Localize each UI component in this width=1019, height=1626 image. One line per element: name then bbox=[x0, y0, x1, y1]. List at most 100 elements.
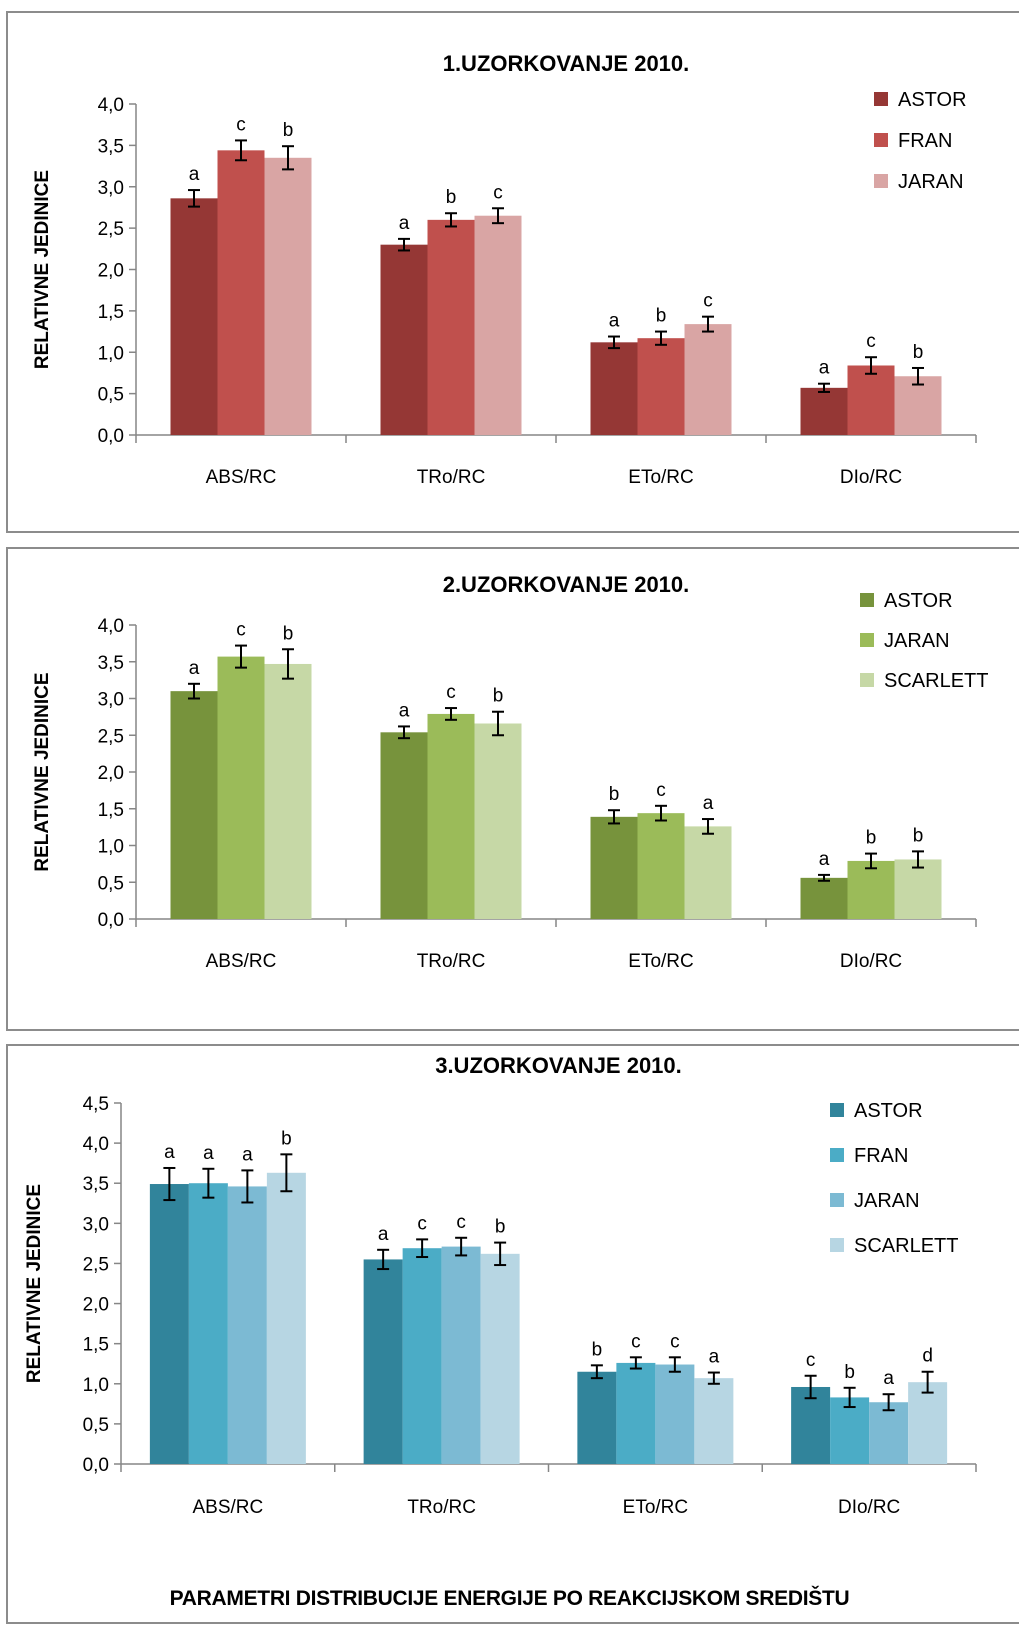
bar bbox=[363, 1259, 403, 1464]
significance-letter: b bbox=[844, 1362, 855, 1383]
bar bbox=[908, 1382, 948, 1464]
significance-letter: b bbox=[283, 120, 294, 141]
significance-letter: c bbox=[806, 1350, 816, 1371]
y-tick-label: 1,5 bbox=[98, 302, 124, 323]
bar bbox=[188, 1183, 228, 1464]
legend-label: JARAN bbox=[898, 171, 964, 193]
bar bbox=[474, 723, 522, 919]
chart-3-svg: 3.UZORKOVANJE 2010. RELATIVNE JEDINICE 0,0… bbox=[24, 1053, 977, 1518]
x-tick-label: DIo/RC bbox=[838, 1497, 900, 1518]
x-axis-title: PARAMETRI DISTRIBUCIJE ENERGIJE PO REAKC… bbox=[169, 1587, 850, 1610]
bar bbox=[684, 324, 732, 435]
chart-panel-3: 3.UZORKOVANJE 2010. RELATIVNE JEDINICE 0,0… bbox=[6, 1044, 1019, 1624]
significance-letter: c bbox=[417, 1213, 427, 1234]
significance-letter: c bbox=[866, 331, 876, 352]
y-tick-label: 3,5 bbox=[98, 136, 124, 157]
significance-letter: a bbox=[189, 164, 200, 185]
bar bbox=[227, 1186, 267, 1464]
bar bbox=[800, 877, 848, 919]
significance-letter: b bbox=[866, 828, 877, 849]
significance-letter: b bbox=[446, 187, 457, 208]
y-tick-label: 3,0 bbox=[98, 690, 124, 711]
significance-letter: a bbox=[703, 793, 714, 814]
x-tick-label: DIo/RC bbox=[840, 467, 902, 488]
significance-letter: c bbox=[703, 291, 713, 312]
bar bbox=[830, 1397, 870, 1464]
y-axis-title: RELATIVNE JEDINICE bbox=[24, 1184, 45, 1383]
bar bbox=[637, 813, 685, 919]
bar bbox=[894, 859, 942, 919]
bar bbox=[170, 691, 218, 919]
legend-label: ASTOR bbox=[854, 1100, 923, 1122]
y-axis-title: RELATIVNE JEDINICE bbox=[32, 672, 53, 871]
significance-letter: c bbox=[236, 620, 246, 641]
significance-letter: a bbox=[189, 658, 200, 679]
chart-panel-2: 2.UZORKOVANJE 2010. RELATIVNE JEDINICE 0,0… bbox=[6, 547, 1019, 1031]
legend-swatch bbox=[860, 593, 874, 607]
significance-letter: b bbox=[493, 686, 504, 707]
y-tick-label: 0,0 bbox=[83, 1455, 109, 1476]
bar bbox=[427, 713, 475, 919]
significance-letter: a bbox=[819, 358, 830, 379]
significance-letter: c bbox=[631, 1331, 641, 1352]
significance-letter: c bbox=[446, 682, 456, 703]
legend-label: JARAN bbox=[854, 1190, 920, 1212]
y-tick-label: 4,5 bbox=[83, 1094, 109, 1115]
significance-letter: a bbox=[399, 213, 410, 234]
bar bbox=[474, 215, 522, 435]
significance-letter: a bbox=[609, 311, 620, 332]
bar bbox=[655, 1364, 695, 1464]
y-tick-label: 1,0 bbox=[98, 343, 124, 364]
chart-title: 2.UZORKOVANJE 2010. bbox=[443, 572, 690, 597]
legend-swatch bbox=[830, 1103, 844, 1117]
significance-letter: c bbox=[656, 780, 666, 801]
chart-title: 3.UZORKOVANJE 2010. bbox=[435, 1053, 682, 1078]
significance-letter: b bbox=[495, 1217, 506, 1238]
bar bbox=[800, 387, 848, 435]
bar bbox=[694, 1378, 734, 1464]
x-tick-label: ABS/RC bbox=[206, 951, 277, 972]
significance-letter: b bbox=[609, 784, 620, 805]
significance-letter: b bbox=[281, 1128, 292, 1149]
bar bbox=[264, 157, 312, 435]
x-tick-label: ETo/RC bbox=[628, 951, 693, 972]
x-tick-label: TRo/RC bbox=[417, 467, 486, 488]
x-tick-label: TRo/RC bbox=[407, 1497, 476, 1518]
y-tick-label: 0,0 bbox=[98, 426, 124, 447]
significance-letter: b bbox=[656, 306, 667, 327]
bar bbox=[427, 219, 475, 435]
bar bbox=[637, 338, 685, 435]
legend-swatch bbox=[860, 673, 874, 687]
x-tick-label: ABS/RC bbox=[206, 467, 277, 488]
y-tick-label: 1,0 bbox=[83, 1375, 109, 1396]
y-tick-label: 3,0 bbox=[98, 178, 124, 199]
y-tick-label: 4,0 bbox=[83, 1134, 109, 1155]
bar bbox=[590, 816, 638, 919]
legend-swatch bbox=[874, 174, 888, 188]
y-tick-label: 3,5 bbox=[83, 1174, 109, 1195]
bar bbox=[380, 732, 428, 919]
bar bbox=[894, 376, 942, 435]
significance-letter: a bbox=[709, 1347, 720, 1368]
chart-panel-1: 1.UZORKOVANJE 2010. RELATIVNE JEDINICE 0,0… bbox=[6, 11, 1019, 533]
bar bbox=[149, 1184, 189, 1464]
bar bbox=[170, 198, 218, 435]
chart-2-svg: 2.UZORKOVANJE 2010. RELATIVNE JEDINICE 0,0… bbox=[32, 572, 988, 972]
y-tick-label: 2,0 bbox=[98, 261, 124, 282]
y-tick-label: 0,0 bbox=[98, 910, 124, 931]
y-tick-label: 1,0 bbox=[98, 837, 124, 858]
bar bbox=[217, 150, 265, 435]
y-tick-label: 0,5 bbox=[98, 873, 124, 894]
y-tick-label: 1,5 bbox=[83, 1335, 109, 1356]
bar bbox=[616, 1362, 656, 1464]
y-tick-label: 2,0 bbox=[83, 1295, 109, 1316]
bar bbox=[441, 1246, 481, 1464]
y-axis-title: RELATIVNE JEDINICE bbox=[32, 170, 53, 369]
legend-swatch bbox=[874, 133, 888, 147]
significance-letter: c bbox=[493, 182, 503, 203]
legend-label: ASTOR bbox=[884, 590, 953, 612]
significance-letter: a bbox=[883, 1368, 894, 1389]
y-tick-label: 1,5 bbox=[98, 800, 124, 821]
y-tick-label: 0,5 bbox=[83, 1415, 109, 1436]
bar bbox=[264, 663, 312, 919]
